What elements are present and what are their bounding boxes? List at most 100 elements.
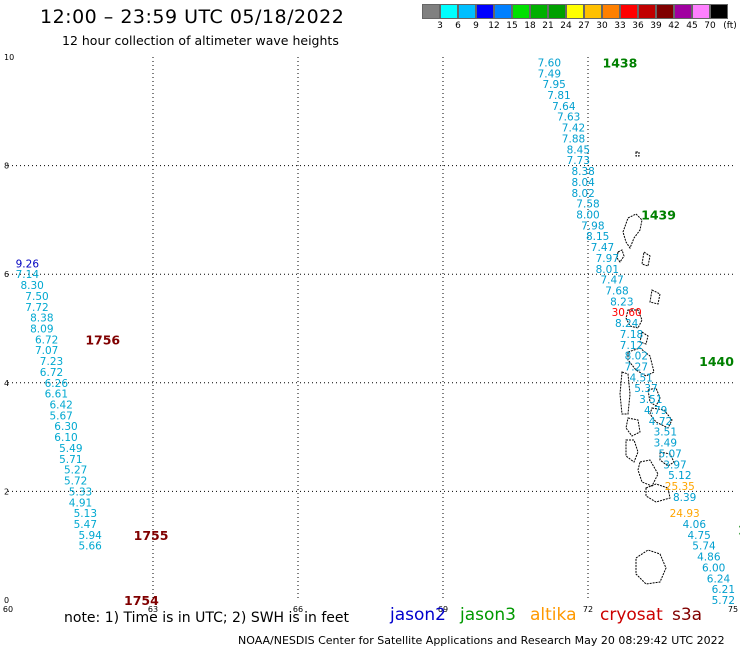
wave-height-label: 7.97 — [596, 253, 619, 265]
y-tick-label: 10 — [4, 53, 14, 62]
wave-height-label: 7.95 — [542, 79, 565, 91]
scale-label: 36 — [632, 21, 644, 31]
wave-height-label: 7.49 — [538, 68, 561, 80]
island-outline — [635, 549, 667, 585]
scale-swatch — [674, 4, 692, 19]
scale-label: 42 — [668, 21, 680, 31]
island-outline — [627, 347, 655, 377]
scale-swatch — [548, 4, 566, 19]
island-outline — [622, 213, 643, 250]
wave-height-label: 9.26 — [16, 258, 40, 270]
credit-line: NOAA/NESDIS Center for Satellite Applica… — [238, 634, 725, 647]
pass-time-label: 1756 — [85, 332, 120, 347]
wave-height-label: 5.33 — [69, 486, 92, 498]
scale-swatch — [620, 4, 638, 19]
wave-height-label: 7.07 — [35, 345, 58, 357]
scale-swatch — [422, 4, 440, 19]
wave-height-label: 7.68 — [605, 285, 628, 297]
island-outline — [616, 249, 625, 263]
scale-label: 45 — [686, 21, 698, 31]
wave-height-label: 8.38 — [571, 166, 594, 178]
scale-swatch — [530, 4, 548, 19]
island-outline — [625, 439, 639, 463]
scale-swatch — [440, 4, 458, 19]
wave-height-label: 8.02 — [625, 351, 648, 363]
island-outline — [659, 451, 675, 467]
wave-height-label: 7.72 — [25, 302, 48, 314]
color-scale — [422, 4, 728, 19]
island-outline — [625, 309, 643, 329]
scale-swatch — [476, 4, 494, 19]
wave-height-label: 3.51 — [654, 427, 677, 439]
scale-label: 21 — [542, 21, 554, 31]
wave-height-label: 4.51 — [629, 372, 652, 384]
wave-height-label: 6.10 — [54, 432, 77, 444]
wave-height-label: 7.81 — [547, 90, 570, 102]
wave-height-label: 7.88 — [562, 133, 585, 145]
wave-height-label: 8.02 — [571, 188, 594, 200]
wave-height-label: 5.07 — [658, 448, 681, 460]
wave-height-label: 6.61 — [45, 389, 68, 401]
wave-height-label: 5.71 — [59, 454, 82, 466]
wave-height-label: 5.12 — [668, 470, 691, 482]
wave-height-label: 6.72 — [35, 334, 58, 346]
wave-height-label: 5.67 — [49, 410, 72, 422]
wave-height-label: 7.12 — [620, 340, 643, 352]
scale-swatch — [566, 4, 584, 19]
wave-height-label: 8.45 — [567, 144, 590, 156]
x-tick-label: 66 — [293, 605, 303, 614]
wave-height-label: 24.93 — [670, 508, 700, 520]
x-tick-label: 63 — [148, 605, 158, 614]
scale-label: 9 — [473, 21, 479, 31]
wave-height-label: 6.30 — [54, 421, 77, 433]
wave-height-label: 4.91 — [69, 497, 92, 509]
scale-label: 70 — [704, 21, 716, 31]
scale-label: 39 — [650, 21, 662, 31]
pass-time-label: 14 — [738, 522, 740, 537]
scale-swatch — [584, 4, 602, 19]
wave-height-label: 5.74 — [692, 541, 716, 553]
wave-height-label: 7.42 — [562, 123, 585, 135]
wave-height-label: 4.72 — [649, 416, 672, 428]
scale-swatch — [512, 4, 530, 19]
island-outline — [649, 407, 673, 429]
island-outline — [635, 151, 640, 157]
wave-height-label: 7.60 — [538, 57, 561, 69]
wave-height-label: 30.60 — [612, 307, 642, 319]
wave-height-label: 8.30 — [20, 280, 43, 292]
y-tick-label: 6 — [4, 270, 9, 279]
pass-time-label: 1754 — [124, 593, 159, 608]
scale-swatch — [602, 4, 620, 19]
wave-height-label: 3.97 — [663, 459, 686, 471]
island-outline — [645, 483, 671, 503]
wave-height-label: 5.27 — [64, 465, 87, 477]
satellite-legend-jason3: jason3 — [460, 605, 516, 625]
wave-height-label: 8.15 — [586, 231, 609, 243]
scale-label: 24 — [560, 21, 572, 31]
wave-height-label: 3.49 — [654, 438, 677, 450]
scale-swatch — [458, 4, 476, 19]
map-subtitle: 12 hour collection of altimeter wave hei… — [62, 33, 339, 48]
wave-height-label: 5.66 — [78, 541, 102, 553]
y-tick-label: 8 — [4, 162, 9, 171]
wave-height-label: 8.24 — [615, 318, 639, 330]
wave-height-label: 7.14 — [16, 269, 40, 281]
wave-height-label: 25.35 — [665, 481, 695, 493]
wave-height-label: 5.37 — [634, 383, 657, 395]
x-tick-label: 69 — [438, 605, 448, 614]
pass-time-label: 1755 — [134, 528, 169, 543]
x-tick-label: 60 — [3, 605, 13, 614]
satellite-legend-s3a: s3a — [672, 605, 703, 625]
wave-height-label: 8.09 — [30, 324, 53, 336]
x-tick-label: 75 — [728, 605, 738, 614]
wave-height-label: 5.94 — [78, 530, 102, 542]
y-tick-label: 4 — [4, 379, 9, 388]
island-outline — [619, 371, 631, 415]
wave-height-label: 6.24 — [707, 573, 731, 585]
wave-height-label: 7.98 — [581, 220, 604, 232]
wave-height-label: 4.86 — [697, 552, 721, 564]
y-tick-label: 0 — [4, 596, 9, 605]
wave-height-label: 7.47 — [600, 275, 623, 287]
satellite-legend-jason2: jason2 — [390, 605, 446, 625]
